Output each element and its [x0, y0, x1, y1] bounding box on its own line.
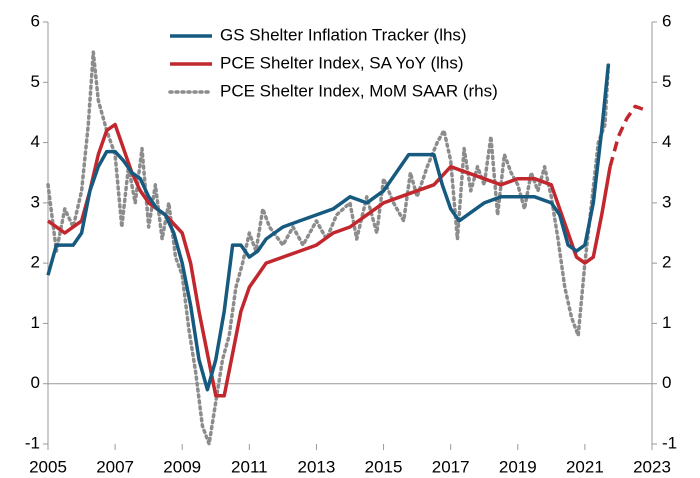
series-line-forecast	[608, 104, 645, 168]
y-tick-label: 0	[31, 373, 40, 392]
legend-label: PCE Shelter Index, SA YoY (lhs)	[220, 53, 464, 72]
y2-tick-label: 6	[662, 11, 671, 30]
x-tick-label: 2013	[298, 457, 336, 476]
series-line	[46, 64, 611, 392]
y2-tick-label: -1	[662, 433, 677, 452]
y2-tick-label: 0	[662, 373, 671, 392]
y2-tick-label: 3	[662, 192, 671, 211]
x-tick-label: 2023	[633, 457, 671, 476]
y-tick-label: 4	[31, 132, 40, 151]
y-tick-label: 6	[31, 11, 40, 30]
series-line	[46, 50, 611, 446]
y-tick-label: 1	[31, 313, 40, 332]
legend-label: PCE Shelter Index, MoM SAAR (rhs)	[220, 81, 498, 100]
y-tick-label: 5	[31, 72, 40, 91]
legend-label: GS Shelter Inflation Tracker (lhs)	[220, 25, 467, 44]
y2-tick-label: 4	[662, 132, 671, 151]
x-tick-label: 2015	[365, 457, 403, 476]
y2-tick-label: 1	[662, 313, 671, 332]
x-tick-label: 2011	[231, 457, 268, 476]
x-tick-label: 2021	[566, 457, 604, 476]
y-tick-label: 2	[31, 253, 40, 272]
y2-tick-label: 2	[662, 253, 671, 272]
x-tick-label: 2019	[499, 457, 537, 476]
x-tick-label: 2009	[163, 457, 201, 476]
x-tick-label: 2005	[29, 457, 67, 476]
x-tick-label: 2007	[96, 457, 134, 476]
series-line	[46, 122, 612, 398]
y-tick-label: 3	[31, 192, 40, 211]
x-tick-label: 2017	[432, 457, 470, 476]
y-tick-label: -1	[25, 433, 40, 452]
y2-tick-label: 5	[662, 72, 671, 91]
